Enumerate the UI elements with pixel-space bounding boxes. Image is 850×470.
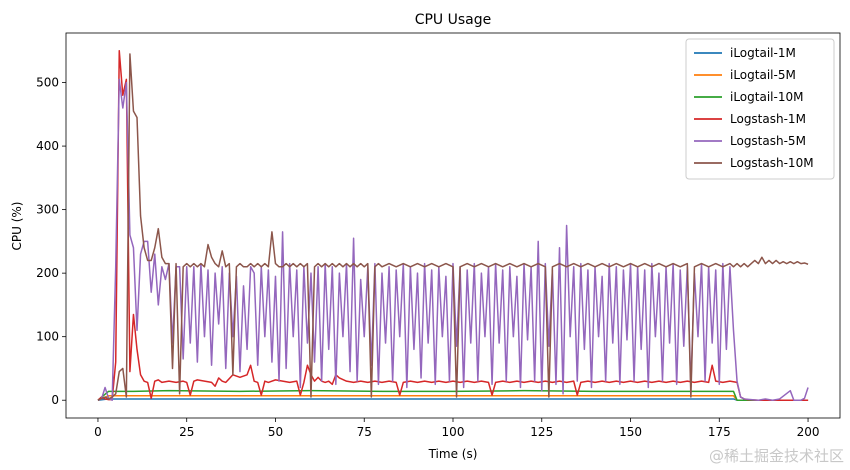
x-tick-label: 150 — [619, 425, 642, 439]
legend-box — [685, 38, 835, 180]
x-tick-label: 125 — [530, 425, 553, 439]
x-tick-label: 25 — [179, 425, 194, 439]
y-tick-label: 500 — [36, 76, 59, 90]
x-tick-label: 100 — [442, 425, 465, 439]
series-line-logstash-10m — [97, 53, 809, 401]
y-tick-label: 0 — [51, 393, 59, 407]
legend: iLogtail-1M iLogtail-5M iLogtail-10M Logsta… — [685, 38, 835, 180]
chart-title: CPU Usage — [415, 12, 492, 28]
x-axis-label: Time (s) — [428, 447, 478, 461]
y-tick-label: 100 — [36, 330, 59, 344]
legend-label: Logstash-1M — [730, 112, 806, 126]
watermark-text: @稀土掘金技术社区 — [708, 447, 844, 465]
legend-label: iLogtail-5M — [730, 68, 796, 82]
y-tick-label: 200 — [36, 266, 59, 280]
series-line-logstash-5m — [97, 78, 809, 401]
legend-label: Logstash-10M — [730, 156, 814, 170]
x-axis-ticks: 0 25 50 75 100 125 150 175 200 — [94, 418, 819, 439]
y-axis-label: CPU (%) — [10, 202, 24, 251]
x-tick-label: 175 — [708, 425, 731, 439]
legend-label: iLogtail-10M — [730, 90, 803, 104]
legend-label: iLogtail-1M — [730, 46, 796, 60]
y-axis-ticks: 0 100 200 300 400 500 — [36, 76, 66, 407]
y-tick-label: 300 — [36, 203, 59, 217]
x-tick-label: 200 — [797, 425, 820, 439]
legend-label: Logstash-5M — [730, 134, 806, 148]
series-line-ilogtail-10m — [97, 389, 809, 401]
x-tick-label: 75 — [357, 425, 372, 439]
x-tick-label: 0 — [94, 425, 102, 439]
series-line-ilogtail-5m — [97, 395, 809, 401]
series-line-ilogtail-1m — [97, 398, 809, 401]
x-tick-label: 50 — [268, 425, 283, 439]
plot-area — [65, 32, 841, 419]
y-tick-label: 400 — [36, 139, 59, 153]
